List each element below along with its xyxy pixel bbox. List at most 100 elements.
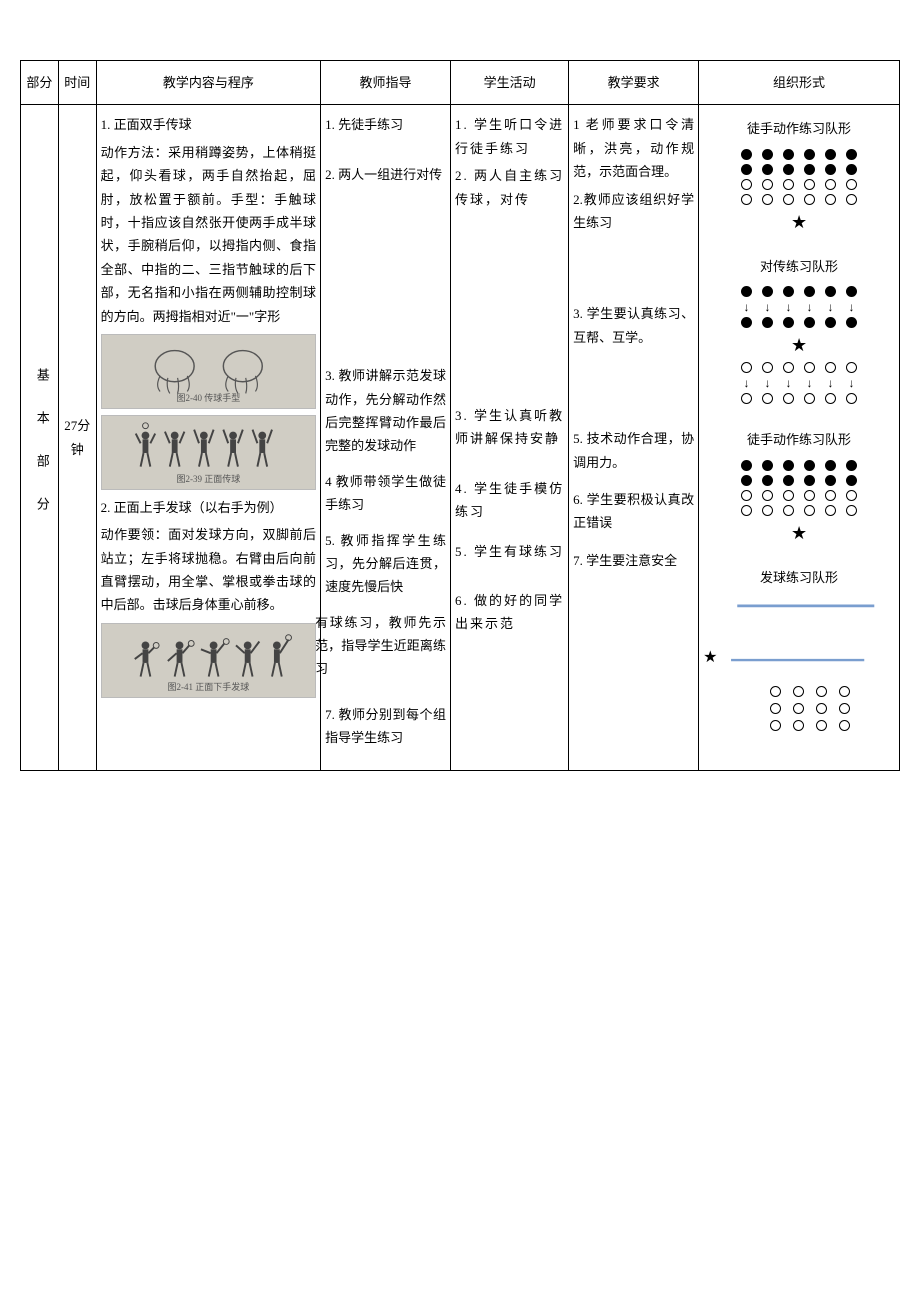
dot-filled-icon	[804, 460, 815, 471]
dot-open-icon	[816, 703, 827, 714]
dots-row	[703, 194, 895, 205]
formation-title-4: 发球练习队形	[703, 566, 895, 589]
dot-open-icon	[762, 490, 773, 501]
require-r1: 1 老师要求口令清晰，洪亮，动作规范，示范面合理。	[573, 113, 694, 183]
arrow-down-icon: ↓	[762, 377, 773, 389]
dot-open-icon	[741, 362, 752, 373]
dot-filled-icon	[825, 317, 836, 328]
arrow-down-icon: ↓	[783, 301, 794, 313]
content-item2-body: 动作要领：面对发球方向，双脚前后站立；左手将球抛稳。右臂由后向前直臂摆动，用全掌…	[101, 523, 316, 617]
student-s1: 1. 学生听口令进行徒手练习	[455, 113, 564, 160]
dot-filled-icon	[741, 475, 752, 486]
section-cell: 基本部分	[21, 105, 59, 771]
formation-title-1: 徒手动作练习队形	[703, 117, 895, 140]
dot-open-icon	[741, 393, 752, 404]
star-icon: ★	[703, 213, 895, 231]
teacher-t1: 1. 先徒手练习	[325, 113, 446, 136]
dots-row	[703, 286, 895, 297]
formation-title-3: 徒手动作练习队形	[703, 428, 895, 451]
teacher-t2: 2. 两人一组进行对传	[325, 163, 446, 186]
teacher-t6: 有球练习，教师先示范，指导学生近距离练习	[315, 611, 446, 681]
dot-open-icon	[741, 194, 752, 205]
dot-filled-icon	[846, 149, 857, 160]
arrow-down-icon: ↓	[783, 377, 794, 389]
illus2-caption: 图2-39 正面传球	[102, 471, 315, 487]
student-s4: 4. 学生徒手模仿练习	[455, 477, 564, 524]
serve-dots-grid	[770, 680, 850, 737]
header-time: 时间	[58, 61, 96, 105]
dot-filled-icon	[762, 286, 773, 297]
dot-filled-icon	[825, 286, 836, 297]
dot-filled-icon	[846, 317, 857, 328]
student-s2: 2. 两人自主练习传球，对传	[455, 164, 564, 211]
require-r5: 5. 技术动作合理，协调用力。	[573, 427, 694, 474]
dot-open-icon	[804, 194, 815, 205]
dot-open-icon	[783, 362, 794, 373]
dot-filled-icon	[804, 317, 815, 328]
dot-open-icon	[825, 362, 836, 373]
require-r2: 2.教师应该组织好学生练习	[573, 188, 694, 235]
dot-open-icon	[741, 179, 752, 190]
dot-filled-icon	[825, 164, 836, 175]
time-cell: 27分钟	[58, 105, 96, 771]
require-r3: 3. 学生要认真练习、互帮、互学。	[573, 302, 694, 349]
dot-open-icon	[816, 686, 827, 697]
teacher-t7: 7. 教师分别到每个组指导学生练习	[325, 703, 446, 750]
arrow-down-icon: ↓	[741, 377, 752, 389]
arrows-row: ↓↓↓↓↓↓	[703, 377, 895, 389]
content-item1-title: 1. 正面双手传球	[101, 113, 316, 136]
require-r7: 7. 学生要注意安全	[573, 549, 694, 572]
formation-block-4: 发球练习队形 ★	[703, 566, 895, 739]
dot-open-icon	[783, 393, 794, 404]
dot-open-icon	[783, 179, 794, 190]
header-section: 部分	[21, 61, 59, 105]
dot-open-icon	[783, 490, 794, 501]
require-cell: 1 老师要求口令清晰，洪亮，动作规范，示范面合理。 2.教师应该组织好学生练习 …	[569, 105, 699, 771]
star-icon: ★	[703, 644, 717, 673]
dot-open-icon	[825, 179, 836, 190]
dot-open-icon	[846, 194, 857, 205]
serve-line-mid-icon	[725, 654, 895, 666]
dot-open-icon	[839, 686, 850, 697]
dot-open-icon	[762, 393, 773, 404]
dot-filled-icon	[762, 149, 773, 160]
arrow-down-icon: ↓	[846, 377, 857, 389]
dot-filled-icon	[741, 317, 752, 328]
dots-row	[703, 317, 895, 328]
dot-filled-icon	[804, 149, 815, 160]
dot-open-icon	[783, 194, 794, 205]
dot-filled-icon	[783, 149, 794, 160]
dot-filled-icon	[825, 460, 836, 471]
dot-open-icon	[770, 720, 781, 731]
header-require: 教学要求	[569, 61, 699, 105]
formation-cell: 徒手动作练习队形 ★ 对传练习队形 ↓ ↓ ↓ ↓ ↓ ↓ ★	[699, 105, 900, 771]
body-row: 基本部分 27分钟 1. 正面双手传球 动作方法：采用稍蹲姿势，上体稍挺起，仰头…	[21, 105, 900, 771]
teacher-cell: 1. 先徒手练习 2. 两人一组进行对传 3. 教师讲解示范发球动作，先分解动作…	[321, 105, 451, 771]
dot-open-icon	[804, 179, 815, 190]
dots-row	[703, 164, 895, 175]
formation-title-2: 对传练习队形	[703, 255, 895, 278]
dot-open-icon	[804, 505, 815, 516]
arrow-down-icon: ↓	[804, 377, 815, 389]
dot-filled-icon	[846, 475, 857, 486]
dot-open-icon	[846, 490, 857, 501]
dots-row	[703, 149, 895, 160]
dots-row	[703, 179, 895, 190]
dot-open-icon	[825, 393, 836, 404]
dot-filled-icon	[783, 460, 794, 471]
arrow-down-icon: ↓	[825, 301, 836, 313]
content-item1-body: 动作方法：采用稍蹲姿势，上体稍挺起，仰头看球，两手自然抬起，屈肘，放松置于额前。…	[101, 141, 316, 328]
dots-row	[703, 362, 895, 373]
arrow-down-icon: ↓	[741, 301, 752, 313]
arrow-down-icon: ↓	[804, 301, 815, 313]
dot-filled-icon	[762, 475, 773, 486]
dot-open-icon	[793, 720, 804, 731]
dot-filled-icon	[762, 460, 773, 471]
dot-filled-icon	[783, 317, 794, 328]
dot-open-icon	[770, 703, 781, 714]
student-s5: 5. 学生有球练习	[455, 540, 564, 563]
star-icon: ★	[703, 524, 895, 542]
dot-filled-icon	[741, 164, 752, 175]
illustration-hands: 图2-40 传球手型	[101, 334, 316, 409]
content-item2-title: 2. 正面上手发球（以右手为例）	[101, 496, 316, 519]
